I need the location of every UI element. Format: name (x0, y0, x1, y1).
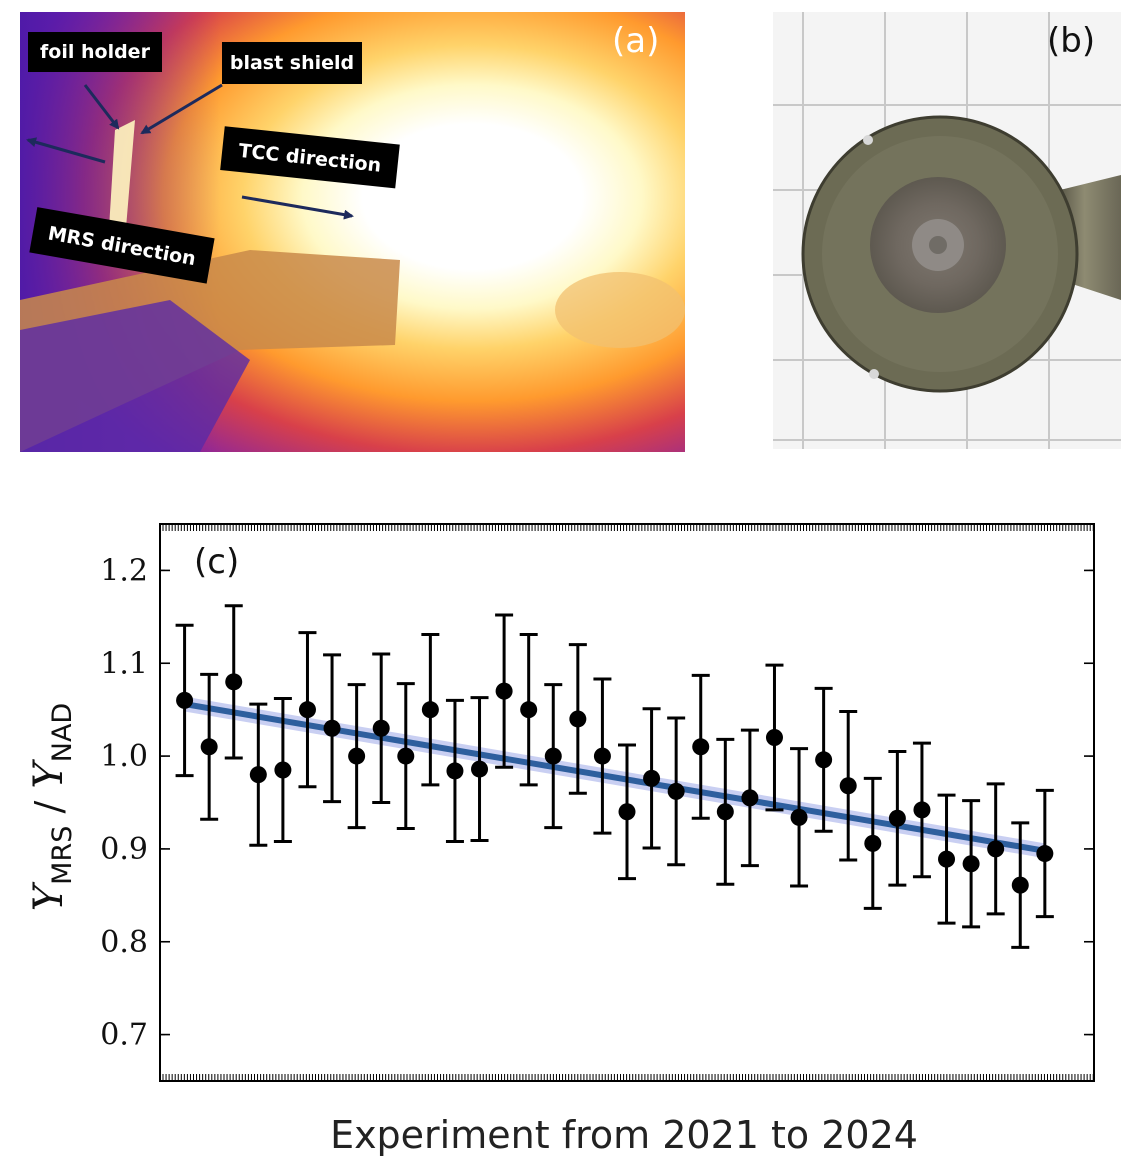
foil-holder-glow (108, 120, 135, 245)
data-point (323, 719, 341, 737)
data-point (446, 762, 464, 780)
data-point (643, 769, 661, 787)
data-point (471, 760, 489, 778)
data-point (348, 747, 366, 765)
data-point (618, 803, 636, 821)
y-tick-label: 0.9 (100, 832, 148, 867)
data-point (593, 747, 611, 765)
y-label-var-1: Y (26, 881, 72, 911)
arrow-foil-holder (83, 84, 120, 130)
y-label-separator: / (27, 789, 71, 826)
data-point (913, 801, 931, 819)
data-point (225, 673, 243, 691)
y-tick-label: 1.0 (100, 739, 148, 774)
y-label-sub-1: MRS (47, 826, 78, 885)
arrow-blast-shield (140, 83, 223, 135)
data-point (839, 777, 857, 795)
data-point (987, 840, 1005, 858)
data-point (397, 747, 415, 765)
data-point (1011, 876, 1029, 894)
minor-ticks (162, 524, 1094, 1081)
screw-bottom (869, 369, 879, 379)
y-tick-label: 0.8 (100, 925, 148, 960)
detector-structure (20, 300, 250, 452)
panel-a: foil holder blast shield TCC direction M… (20, 12, 685, 452)
y-label-sub-2: NAD (47, 703, 78, 762)
data-points (175, 604, 1054, 949)
panel-c-label: (c) (194, 542, 239, 582)
y-axis-label: YMRS / YNAD (26, 703, 78, 911)
data-point (938, 850, 956, 868)
y-axis: 0.7 0.8 0.9 1.0 1.1 1.2 (100, 553, 1094, 1053)
data-point (864, 834, 882, 852)
data-point (888, 809, 906, 827)
right-probe (555, 272, 685, 348)
data-point (421, 701, 439, 719)
arrow-tcc-direction (241, 195, 354, 220)
y-tick-label: 0.7 (100, 1018, 148, 1053)
data-point (962, 855, 980, 873)
data-point (667, 782, 685, 800)
y-tick-label: 1.2 (100, 553, 148, 588)
y-label-var-2: Y (26, 759, 72, 789)
panel-a-label: (a) (612, 21, 659, 61)
data-point (716, 803, 734, 821)
data-point (741, 789, 759, 807)
callout-blast-shield-text: blast shield (230, 52, 354, 74)
panel-b: (b) (773, 12, 1121, 449)
data-point (569, 710, 587, 728)
data-point (176, 691, 194, 709)
panel-b-label: (b) (1047, 21, 1095, 61)
callout-foil-holder-text: foil holder (40, 41, 151, 63)
data-point (1036, 845, 1054, 863)
screw-top (863, 135, 873, 145)
data-point (765, 729, 783, 747)
arrow-mrs-direction (26, 137, 106, 164)
data-point (815, 751, 833, 769)
data-point (200, 738, 218, 756)
fit-line (184, 701, 1046, 854)
callout-blast-shield: blast shield (222, 42, 362, 84)
callout-tcc-direction: TCC direction (220, 126, 400, 189)
data-point (495, 682, 513, 700)
callout-foil-holder: foil holder (28, 32, 162, 72)
foil-dot (929, 236, 947, 254)
data-point (372, 719, 390, 737)
panel-c: 0.7 0.8 0.9 1.0 1.1 1.2 (c) Experiment from 2… (26, 523, 1095, 1157)
fit-line-group (184, 696, 1046, 859)
data-point (249, 766, 267, 784)
data-point (274, 761, 292, 779)
data-point (520, 701, 538, 719)
data-point (790, 808, 808, 826)
x-axis-label: Experiment from 2021 to 2024 (330, 1113, 918, 1157)
data-point (544, 747, 562, 765)
data-point (692, 738, 710, 756)
data-point (298, 701, 316, 719)
plot-frame (159, 523, 1095, 1082)
y-tick-label: 1.1 (100, 646, 148, 681)
